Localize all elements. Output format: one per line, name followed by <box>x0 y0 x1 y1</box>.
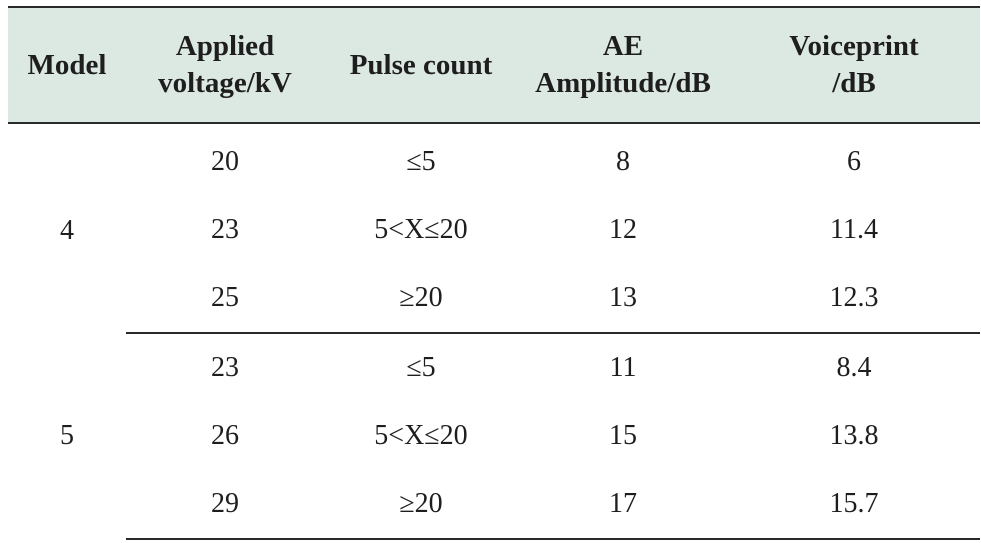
voiceprint-cell: 8.4 <box>836 352 872 383</box>
header-voiceprint-line-2: /dB <box>832 67 876 99</box>
header-ae-amplitude-line-1: AE <box>602 30 644 62</box>
table-row: 25 ≥20 13 12.3 <box>8 264 980 334</box>
table-group-model-4: 4 20 ≤5 8 6 23 5<X≤20 12 11.4 25 ≥20 13 … <box>8 123 980 334</box>
ae-amplitude-cell: 17 <box>518 470 728 540</box>
ae-amplitude-cell: 13 <box>518 264 728 334</box>
header-model-line-1: Model <box>27 48 107 81</box>
pulse-count-cell: 5<X≤20 <box>374 214 468 245</box>
model-cell: 5 <box>60 420 74 451</box>
header-voiceprint: Voiceprint /dB <box>728 6 980 124</box>
table-row: 29 ≥20 17 15.7 <box>8 470 980 540</box>
pulse-count-cell: ≤5 <box>406 146 436 177</box>
voltage-cell: 29 <box>126 470 324 540</box>
voltage-cell: 25 <box>126 264 324 334</box>
voltage-cell: 26 <box>211 420 239 451</box>
pulse-count-cell: 5<X≤20 <box>374 420 468 451</box>
ae-amplitude-cell: 15 <box>609 420 637 451</box>
table-row: 26 5<X≤20 15 13.8 <box>8 402 980 470</box>
header-ae-amplitude: AE Amplitude/dB <box>518 6 728 124</box>
header-model: Model <box>8 6 126 124</box>
table-row: 5 23 ≤5 11 8.4 <box>8 333 980 451</box>
table-group-model-5: 5 23 ≤5 11 8.4 26 5<X≤20 15 13.8 29 ≥20 … <box>8 333 980 540</box>
header-voiceprint-line-1: Voiceprint <box>789 30 919 62</box>
header-pulse-count-line-1: Pulse count <box>349 48 493 81</box>
voiceprint-cell: 12.3 <box>728 264 980 334</box>
voltage-cell: 23 <box>211 352 239 383</box>
voiceprint-cell: 15.7 <box>728 470 980 540</box>
ae-amplitude-cell: 12 <box>609 214 637 245</box>
header-ae-amplitude-line-2: Amplitude/dB <box>535 67 711 99</box>
header-row: Model Applied voltage/kV Pulse count AE … <box>8 6 980 124</box>
voiceprint-cell: 6 <box>847 146 861 177</box>
pulse-count-cell: ≥20 <box>324 264 518 334</box>
header-applied-voltage-line-1: Applied <box>175 30 275 62</box>
data-table: Model Applied voltage/kV Pulse count AE … <box>8 6 980 540</box>
voiceprint-cell: 13.8 <box>829 420 879 451</box>
pulse-count-cell: ≤5 <box>406 352 436 383</box>
table-header: Model Applied voltage/kV Pulse count AE … <box>8 6 980 124</box>
ae-amplitude-cell: 8 <box>616 146 630 177</box>
header-applied-voltage: Applied voltage/kV <box>126 6 324 124</box>
model-cell: 4 <box>60 214 74 246</box>
data-table-container: Model Applied voltage/kV Pulse count AE … <box>8 6 980 540</box>
table-row: 4 20 ≤5 8 6 <box>8 123 980 246</box>
table-row: 23 5<X≤20 12 11.4 <box>8 196 980 264</box>
voiceprint-cell: 11.4 <box>830 214 878 245</box>
voltage-cell: 20 <box>211 146 239 177</box>
pulse-count-cell: ≥20 <box>324 470 518 540</box>
header-pulse-count: Pulse count <box>324 6 518 124</box>
header-applied-voltage-line-2: voltage/kV <box>158 67 292 99</box>
ae-amplitude-cell: 11 <box>609 352 637 383</box>
voltage-cell: 23 <box>211 214 239 245</box>
